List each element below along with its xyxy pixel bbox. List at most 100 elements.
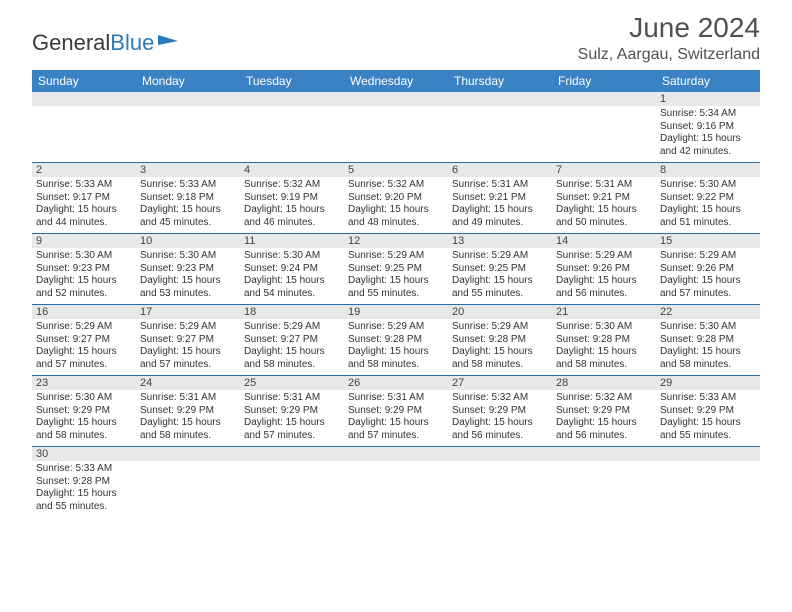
day-cell: Sunrise: 5:33 AMSunset: 9:28 PMDaylight:… <box>32 461 136 517</box>
day-cell: Sunrise: 5:30 AMSunset: 9:28 PMDaylight:… <box>656 319 760 375</box>
sunrise-text: Sunrise: 5:29 AM <box>556 250 652 263</box>
daylight-text: Daylight: 15 hours and 55 minutes. <box>36 488 132 513</box>
day-number: 22 <box>656 305 760 319</box>
location: Sulz, Aargau, Switzerland <box>578 46 760 64</box>
day-number: 17 <box>136 305 240 319</box>
sunrise-text: Sunrise: 5:29 AM <box>348 250 444 263</box>
sunrise-text: Sunrise: 5:29 AM <box>452 250 548 263</box>
day-cell: Sunrise: 5:30 AMSunset: 9:28 PMDaylight:… <box>552 319 656 375</box>
dayhead-thu: Thursday <box>448 70 552 92</box>
daynum-row: 16171819202122 <box>32 305 760 319</box>
week-block: 16171819202122Sunrise: 5:29 AMSunset: 9:… <box>32 305 760 376</box>
daylight-text: Daylight: 15 hours and 58 minutes. <box>556 346 652 371</box>
day-cell <box>344 461 448 517</box>
daylight-text: Daylight: 15 hours and 58 minutes. <box>452 346 548 371</box>
week-block: 1Sunrise: 5:34 AMSunset: 9:16 PMDaylight… <box>32 92 760 163</box>
daynum-row: 30 <box>32 447 760 461</box>
sunset-text: Sunset: 9:29 PM <box>140 405 236 418</box>
day-cell: Sunrise: 5:29 AMSunset: 9:27 PMDaylight:… <box>240 319 344 375</box>
daylight-text: Daylight: 15 hours and 57 minutes. <box>244 417 340 442</box>
day-cell: Sunrise: 5:33 AMSunset: 9:29 PMDaylight:… <box>656 390 760 446</box>
day-cell: Sunrise: 5:34 AMSunset: 9:16 PMDaylight:… <box>656 106 760 162</box>
body-row: Sunrise: 5:30 AMSunset: 9:29 PMDaylight:… <box>32 390 760 446</box>
daylight-text: Daylight: 15 hours and 45 minutes. <box>140 204 236 229</box>
dayhead-mon: Monday <box>136 70 240 92</box>
weeks-container: 1Sunrise: 5:34 AMSunset: 9:16 PMDaylight… <box>32 92 760 517</box>
day-cell: Sunrise: 5:32 AMSunset: 9:29 PMDaylight:… <box>448 390 552 446</box>
day-cell: Sunrise: 5:29 AMSunset: 9:28 PMDaylight:… <box>344 319 448 375</box>
day-cell: Sunrise: 5:31 AMSunset: 9:21 PMDaylight:… <box>552 177 656 233</box>
daylight-text: Daylight: 15 hours and 55 minutes. <box>660 417 756 442</box>
day-number: 12 <box>344 234 448 248</box>
sunrise-text: Sunrise: 5:33 AM <box>36 463 132 476</box>
daylight-text: Daylight: 15 hours and 50 minutes. <box>556 204 652 229</box>
sunset-text: Sunset: 9:27 PM <box>140 334 236 347</box>
daylight-text: Daylight: 15 hours and 56 minutes. <box>556 417 652 442</box>
sunrise-text: Sunrise: 5:32 AM <box>556 392 652 405</box>
logo-text-black: General <box>32 30 110 56</box>
day-number: 18 <box>240 305 344 319</box>
daylight-text: Daylight: 15 hours and 42 minutes. <box>660 133 756 158</box>
day-number <box>448 92 552 106</box>
day-cell <box>344 106 448 162</box>
day-cell: Sunrise: 5:31 AMSunset: 9:29 PMDaylight:… <box>136 390 240 446</box>
sunrise-text: Sunrise: 5:34 AM <box>660 108 756 121</box>
day-number <box>136 92 240 106</box>
day-cell: Sunrise: 5:30 AMSunset: 9:29 PMDaylight:… <box>32 390 136 446</box>
day-number: 24 <box>136 376 240 390</box>
day-cell <box>136 106 240 162</box>
daylight-text: Daylight: 15 hours and 46 minutes. <box>244 204 340 229</box>
day-number: 2 <box>32 163 136 177</box>
day-cell: Sunrise: 5:33 AMSunset: 9:18 PMDaylight:… <box>136 177 240 233</box>
day-number: 4 <box>240 163 344 177</box>
calendar-page: General Blue June 2024 Sulz, Aargau, Swi… <box>0 0 792 525</box>
daylight-text: Daylight: 15 hours and 55 minutes. <box>348 275 444 300</box>
sunset-text: Sunset: 9:18 PM <box>140 192 236 205</box>
day-number <box>552 92 656 106</box>
daylight-text: Daylight: 15 hours and 57 minutes. <box>36 346 132 371</box>
day-cell: Sunrise: 5:30 AMSunset: 9:22 PMDaylight:… <box>656 177 760 233</box>
sunrise-text: Sunrise: 5:31 AM <box>452 179 548 192</box>
day-number: 21 <box>552 305 656 319</box>
sunset-text: Sunset: 9:17 PM <box>36 192 132 205</box>
sunset-text: Sunset: 9:23 PM <box>36 263 132 276</box>
day-number: 1 <box>656 92 760 106</box>
week-block: 9101112131415Sunrise: 5:30 AMSunset: 9:2… <box>32 234 760 305</box>
sunrise-text: Sunrise: 5:31 AM <box>348 392 444 405</box>
sunrise-text: Sunrise: 5:30 AM <box>556 321 652 334</box>
daylight-text: Daylight: 15 hours and 58 minutes. <box>140 417 236 442</box>
daylight-text: Daylight: 15 hours and 52 minutes. <box>36 275 132 300</box>
title-block: June 2024 Sulz, Aargau, Switzerland <box>578 12 760 64</box>
daylight-text: Daylight: 15 hours and 44 minutes. <box>36 204 132 229</box>
sunrise-text: Sunrise: 5:30 AM <box>36 392 132 405</box>
daylight-text: Daylight: 15 hours and 58 minutes. <box>244 346 340 371</box>
day-cell: Sunrise: 5:29 AMSunset: 9:27 PMDaylight:… <box>32 319 136 375</box>
day-cell: Sunrise: 5:31 AMSunset: 9:29 PMDaylight:… <box>344 390 448 446</box>
daylight-text: Daylight: 15 hours and 57 minutes. <box>660 275 756 300</box>
day-cell <box>448 461 552 517</box>
week-block: 2345678Sunrise: 5:33 AMSunset: 9:17 PMDa… <box>32 163 760 234</box>
day-headers: Sunday Monday Tuesday Wednesday Thursday… <box>32 70 760 92</box>
sunset-text: Sunset: 9:28 PM <box>556 334 652 347</box>
daynum-row: 1 <box>32 92 760 106</box>
daylight-text: Daylight: 15 hours and 53 minutes. <box>140 275 236 300</box>
sunrise-text: Sunrise: 5:33 AM <box>140 179 236 192</box>
day-cell <box>448 106 552 162</box>
daylight-text: Daylight: 15 hours and 56 minutes. <box>452 417 548 442</box>
dayhead-sun: Sunday <box>32 70 136 92</box>
logo-flag-icon <box>158 33 180 47</box>
sunrise-text: Sunrise: 5:31 AM <box>244 392 340 405</box>
day-number <box>448 447 552 461</box>
daylight-text: Daylight: 15 hours and 57 minutes. <box>348 417 444 442</box>
sunset-text: Sunset: 9:27 PM <box>36 334 132 347</box>
day-cell <box>240 106 344 162</box>
day-cell: Sunrise: 5:29 AMSunset: 9:25 PMDaylight:… <box>344 248 448 304</box>
sunset-text: Sunset: 9:25 PM <box>348 263 444 276</box>
sunrise-text: Sunrise: 5:29 AM <box>452 321 548 334</box>
sunrise-text: Sunrise: 5:29 AM <box>660 250 756 263</box>
sunrise-text: Sunrise: 5:32 AM <box>452 392 548 405</box>
header: General Blue June 2024 Sulz, Aargau, Swi… <box>32 12 760 64</box>
day-number: 23 <box>32 376 136 390</box>
sunset-text: Sunset: 9:28 PM <box>36 476 132 489</box>
day-number: 15 <box>656 234 760 248</box>
